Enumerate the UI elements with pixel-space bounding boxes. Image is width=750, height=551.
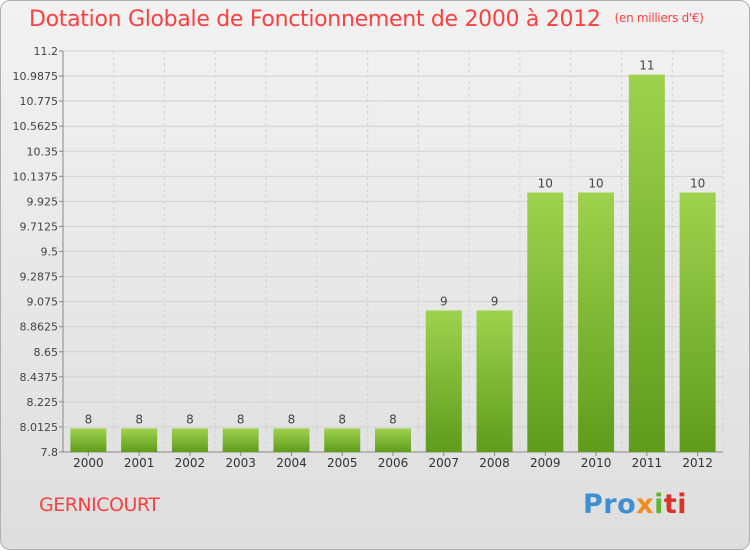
bar-value-label: 8 bbox=[338, 412, 346, 426]
y-tick-label: 9.925 bbox=[27, 195, 59, 208]
bar bbox=[578, 192, 615, 452]
bar-value-label: 10 bbox=[588, 177, 603, 191]
y-tick-label: 9.7125 bbox=[20, 220, 59, 233]
bar-value-label: 8 bbox=[186, 412, 194, 426]
x-tick-label: 2011 bbox=[632, 456, 663, 470]
y-tick-label: 8.8625 bbox=[20, 321, 59, 334]
chart-title: Dotation Globale de Fonctionnement de 20… bbox=[29, 7, 704, 32]
logo-part-1: Pro bbox=[583, 489, 637, 520]
y-tick-label: 11.2 bbox=[34, 45, 59, 58]
bar bbox=[527, 192, 564, 452]
label-layer: 7.8 8.0125 8.225 8.4375 8.65 8.8625 9.075 9.287… bbox=[13, 45, 713, 470]
y-tick-label: 10.775 bbox=[20, 95, 59, 108]
bar-layer bbox=[70, 74, 716, 453]
proxiti-logo: Proxiti bbox=[583, 489, 687, 520]
y-tick-label: 10.9875 bbox=[13, 70, 59, 83]
bar-value-label: 8 bbox=[389, 412, 397, 426]
bar-value-label: 9 bbox=[440, 294, 448, 308]
x-tick-label: 2010 bbox=[581, 456, 612, 470]
bar-value-label: 9 bbox=[491, 294, 499, 308]
x-tick-label: 2003 bbox=[225, 456, 256, 470]
y-tick-label: 7.8 bbox=[41, 446, 59, 459]
commune-name: GERNICOURT bbox=[39, 494, 160, 516]
x-tick-label: 2005 bbox=[327, 456, 358, 470]
logo-part-3: i bbox=[654, 489, 664, 520]
y-tick-label: 8.225 bbox=[27, 396, 59, 409]
x-tick-label: 2000 bbox=[73, 456, 104, 470]
bar bbox=[70, 428, 107, 452]
bar bbox=[476, 310, 513, 452]
x-tick-label: 2007 bbox=[428, 456, 459, 470]
y-tick-label: 10.35 bbox=[27, 145, 59, 158]
bar-value-label: 8 bbox=[288, 412, 296, 426]
x-tick-label: 2008 bbox=[479, 456, 510, 470]
logo-part-4: ti bbox=[663, 489, 688, 520]
title-text: Dotation Globale de Fonctionnement de 20… bbox=[29, 7, 601, 32]
bar bbox=[121, 428, 158, 452]
y-tick-label: 10.5625 bbox=[13, 120, 59, 133]
x-tick-label: 2001 bbox=[124, 456, 155, 470]
bar bbox=[171, 428, 208, 452]
chart-subtitle: (en milliers d'€) bbox=[614, 11, 704, 25]
y-tick-label: 10.1375 bbox=[13, 170, 59, 183]
bar bbox=[273, 428, 310, 452]
bar-value-label: 10 bbox=[690, 177, 705, 191]
y-tick-label: 8.65 bbox=[34, 346, 59, 359]
bar bbox=[679, 192, 716, 452]
logo-part-2: x bbox=[636, 489, 655, 520]
bar bbox=[628, 74, 665, 453]
x-tick-label: 2009 bbox=[530, 456, 561, 470]
bar-value-label: 8 bbox=[85, 412, 93, 426]
x-tick-label: 2012 bbox=[682, 456, 713, 470]
bar bbox=[324, 428, 361, 452]
y-tick-label: 8.4375 bbox=[20, 371, 59, 384]
y-tick-label: 9.5 bbox=[41, 246, 59, 259]
y-tick-label: 9.2875 bbox=[20, 271, 59, 284]
bar-value-label: 11 bbox=[639, 59, 654, 73]
bar-value-label: 10 bbox=[538, 177, 553, 191]
x-tick-label: 2004 bbox=[276, 456, 307, 470]
bar bbox=[375, 428, 411, 452]
bar-value-label: 8 bbox=[135, 412, 143, 426]
grid-layer bbox=[62, 50, 724, 453]
bar bbox=[222, 428, 259, 452]
axis-layer bbox=[59, 50, 723, 456]
bar bbox=[425, 310, 462, 452]
y-tick-label: 8.0125 bbox=[20, 421, 59, 434]
bar-value-label: 8 bbox=[237, 412, 245, 426]
x-tick-label: 2006 bbox=[378, 456, 409, 470]
x-tick-label: 2002 bbox=[175, 456, 206, 470]
y-tick-label: 9.075 bbox=[27, 296, 59, 309]
